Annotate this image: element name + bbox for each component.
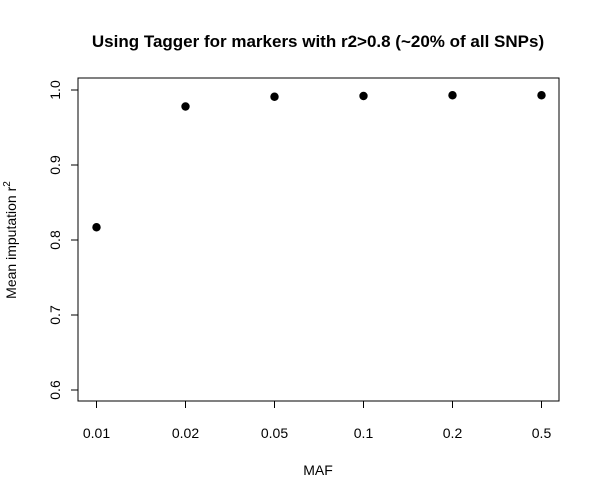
y-axis-label-superscript: 2 (2, 181, 13, 187)
y-axis: 0.6 0.7 0.8 0.9 1.0 (47, 80, 78, 400)
x-axis-label: MAF (303, 462, 333, 478)
y-axis-label: Mean imputation r2 (2, 181, 19, 299)
data-point (359, 91, 368, 101)
y-tick-label: 1.0 (47, 80, 63, 100)
plot-frame (77, 77, 560, 402)
y-axis-label-text: Mean imputation r (3, 186, 19, 298)
x-tick-label: 0.5 (532, 425, 552, 441)
data-point (92, 223, 101, 232)
data-point (537, 91, 546, 100)
x-tick-label: 0.05 (261, 425, 288, 441)
data-point (448, 91, 457, 100)
data-point (270, 92, 279, 101)
chart-title: Using Tagger for markers with r2>0.8 (~2… (92, 32, 544, 51)
y-tick-label: 0.6 (47, 380, 63, 400)
x-tick-label: 0.01 (83, 425, 110, 441)
x-tick-label: 0.1 (354, 425, 374, 441)
y-tick-label: 0.9 (47, 155, 63, 175)
data-points (92, 91, 546, 232)
y-tick-label: 0.7 (47, 305, 63, 325)
x-tick-label: 0.02 (172, 425, 199, 441)
x-axis: 0.01 0.02 0.05 0.1 0.2 0.5 (83, 401, 552, 441)
data-point (181, 102, 190, 111)
y-tick-label: 0.8 (47, 230, 63, 250)
x-tick-label: 0.2 (443, 425, 463, 441)
